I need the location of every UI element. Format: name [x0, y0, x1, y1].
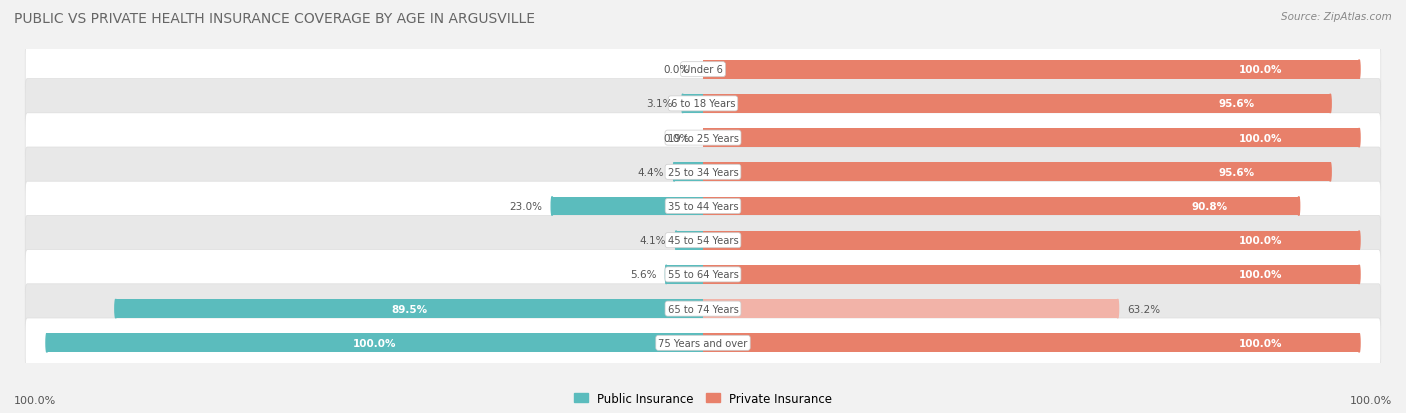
Ellipse shape — [682, 95, 683, 114]
Bar — [666, 265, 703, 284]
Ellipse shape — [1358, 61, 1360, 79]
Text: 35 to 44 Years: 35 to 44 Years — [668, 202, 738, 211]
Text: 0.0%: 0.0% — [664, 65, 690, 75]
FancyBboxPatch shape — [25, 79, 1381, 129]
Text: 95.6%: 95.6% — [1218, 167, 1254, 177]
FancyBboxPatch shape — [25, 114, 1381, 163]
Text: 25 to 34 Years: 25 to 34 Years — [668, 167, 738, 177]
Ellipse shape — [665, 266, 668, 284]
Text: PUBLIC VS PRIVATE HEALTH INSURANCE COVERAGE BY AGE IN ARGUSVILLE: PUBLIC VS PRIVATE HEALTH INSURANCE COVER… — [14, 12, 536, 26]
Text: 100.0%: 100.0% — [1239, 236, 1282, 246]
Text: 100.0%: 100.0% — [1239, 338, 1282, 348]
Ellipse shape — [46, 334, 48, 352]
Text: 89.5%: 89.5% — [391, 304, 427, 314]
Text: 95.6%: 95.6% — [1218, 99, 1254, 109]
Bar — [683, 95, 703, 114]
Text: 23.0%: 23.0% — [509, 202, 543, 211]
Bar — [703, 197, 1299, 216]
Text: 100.0%: 100.0% — [14, 395, 56, 405]
Ellipse shape — [115, 299, 117, 318]
Text: 4.4%: 4.4% — [638, 167, 664, 177]
Text: 63.2%: 63.2% — [1128, 304, 1160, 314]
Text: 100.0%: 100.0% — [1350, 395, 1392, 405]
Ellipse shape — [1358, 231, 1360, 250]
Ellipse shape — [673, 163, 675, 182]
Bar — [673, 163, 703, 182]
Text: 55 to 64 Years: 55 to 64 Years — [668, 270, 738, 280]
FancyBboxPatch shape — [25, 318, 1381, 368]
Bar — [703, 61, 1360, 79]
Bar — [703, 163, 1330, 182]
Ellipse shape — [1358, 334, 1360, 352]
Text: 100.0%: 100.0% — [1239, 270, 1282, 280]
Ellipse shape — [675, 231, 678, 250]
Ellipse shape — [1358, 129, 1360, 147]
Bar — [703, 231, 1360, 250]
Bar — [115, 299, 703, 318]
FancyBboxPatch shape — [25, 284, 1381, 334]
FancyBboxPatch shape — [25, 250, 1381, 299]
Text: Source: ZipAtlas.com: Source: ZipAtlas.com — [1281, 12, 1392, 22]
Bar — [703, 299, 1118, 318]
Text: 3.1%: 3.1% — [647, 99, 673, 109]
Ellipse shape — [1329, 163, 1331, 182]
Text: 0.0%: 0.0% — [664, 133, 690, 143]
Text: 75 Years and over: 75 Years and over — [658, 338, 748, 348]
Text: 4.1%: 4.1% — [640, 236, 666, 246]
Ellipse shape — [1298, 197, 1299, 216]
Text: 6 to 18 Years: 6 to 18 Years — [671, 99, 735, 109]
FancyBboxPatch shape — [25, 45, 1381, 95]
Ellipse shape — [1329, 95, 1331, 114]
FancyBboxPatch shape — [25, 216, 1381, 266]
Ellipse shape — [1358, 266, 1360, 284]
Legend: Public Insurance, Private Insurance: Public Insurance, Private Insurance — [574, 392, 832, 405]
Text: 45 to 54 Years: 45 to 54 Years — [668, 236, 738, 246]
Bar — [703, 265, 1360, 284]
FancyBboxPatch shape — [25, 148, 1381, 197]
Bar — [703, 334, 1360, 352]
Text: 5.6%: 5.6% — [630, 270, 657, 280]
Text: 90.8%: 90.8% — [1191, 202, 1227, 211]
Text: 19 to 25 Years: 19 to 25 Years — [668, 133, 738, 143]
Text: Under 6: Under 6 — [683, 65, 723, 75]
Bar — [46, 334, 703, 352]
Bar — [553, 197, 703, 216]
Ellipse shape — [551, 197, 553, 216]
Text: 100.0%: 100.0% — [1239, 65, 1282, 75]
Ellipse shape — [1116, 299, 1119, 318]
Bar — [703, 129, 1360, 148]
Bar — [676, 231, 703, 250]
Text: 100.0%: 100.0% — [353, 338, 396, 348]
FancyBboxPatch shape — [25, 182, 1381, 231]
Bar — [703, 95, 1330, 114]
Text: 100.0%: 100.0% — [1239, 133, 1282, 143]
Text: 65 to 74 Years: 65 to 74 Years — [668, 304, 738, 314]
